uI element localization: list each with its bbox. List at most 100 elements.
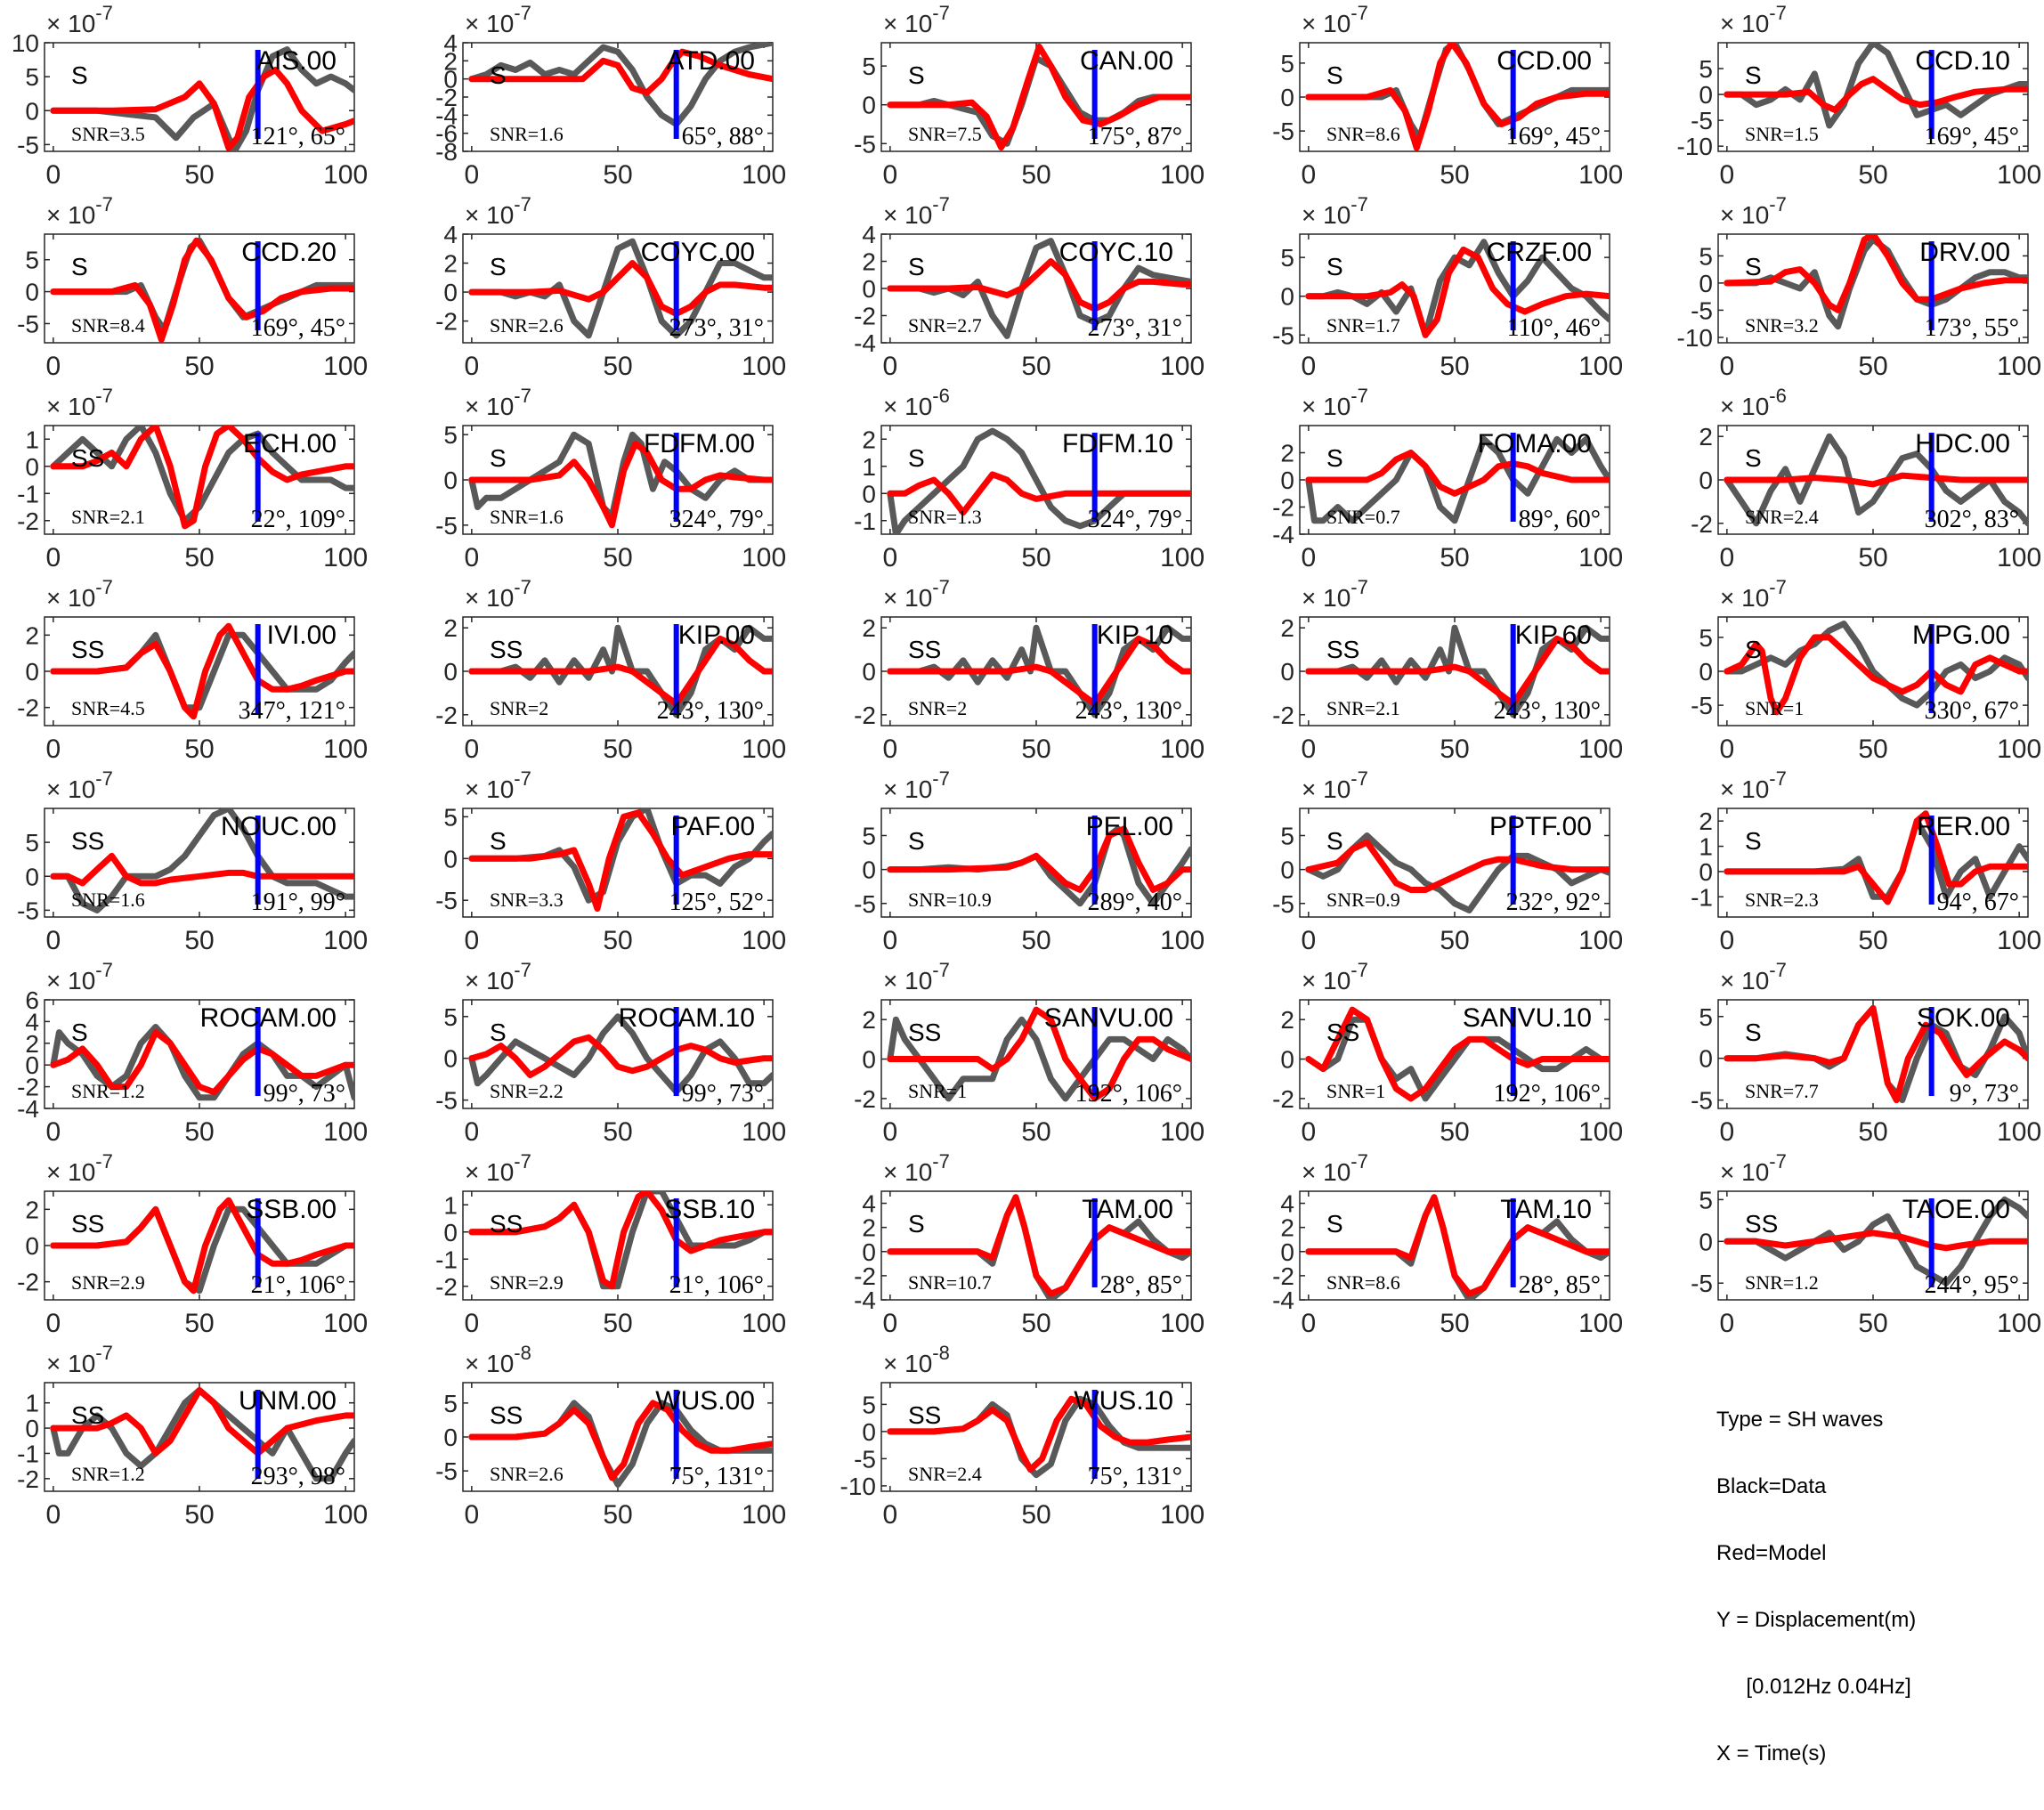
y-tick-label: 2 [1280, 1214, 1294, 1242]
azimuth-label: 9°, 73° [1950, 1080, 2019, 1108]
x-tick-label: 0 [46, 735, 61, 764]
snr-label: SNR=8.6 [1326, 123, 1400, 145]
x-tick-label: 100 [742, 735, 786, 764]
y-tick-label: -6 [435, 120, 458, 148]
model-trace [468, 260, 773, 317]
x-tick-label: 100 [1997, 1117, 2041, 1147]
snr-label: SNR=1.7 [1326, 314, 1400, 337]
azimuth-label: 99°, 73° [682, 1080, 764, 1108]
y-exponent-label: × 10-7 [46, 1342, 113, 1377]
phase-label: SS [490, 636, 523, 663]
x-tick-label: 0 [465, 1500, 480, 1524]
snr-label: SNR=1 [1745, 697, 1804, 719]
y-tick-label: 1 [25, 1390, 39, 1417]
x-tick-label: 100 [1997, 543, 2041, 572]
x-tick-label: 50 [1021, 1500, 1050, 1524]
x-tick-label: 50 [1440, 926, 1469, 955]
model-trace [1724, 472, 2028, 488]
y-tick-label: 5 [1699, 1186, 1713, 1213]
y-tick-label: 0 [25, 658, 39, 686]
phase-label: S [71, 1019, 88, 1046]
station-label: NOUC.00 [221, 812, 337, 841]
x-tick-label: 100 [323, 543, 368, 572]
y-tick-label: -5 [854, 130, 876, 158]
y-exponent-label: × 10-7 [46, 2, 113, 37]
x-tick-label: 50 [184, 543, 214, 572]
x-tick-label: 0 [883, 1309, 898, 1338]
model-trace [887, 471, 1191, 516]
y-tick-label: 2 [862, 248, 876, 276]
azimuth-label: 65°, 88° [682, 123, 764, 150]
station-label: WUS.00 [655, 1386, 755, 1416]
x-tick-label: 100 [1160, 1117, 1204, 1147]
y-tick-label: 0 [1699, 81, 1713, 109]
station-label: KIP.10 [1097, 621, 1173, 650]
x-tick-label: 100 [1997, 352, 2041, 381]
azimuth-label: 293°, 98° [251, 1463, 345, 1490]
legend-line: Red=Model [1716, 1541, 1827, 1565]
y-tick-label: -2 [854, 1085, 876, 1113]
y-tick-label: -2 [1272, 702, 1294, 729]
data-trace [1724, 1196, 2028, 1286]
y-exponent-label: × 10-7 [883, 1150, 950, 1186]
x-tick-label: 100 [1160, 735, 1204, 764]
axes-frame [44, 42, 355, 152]
phase-label: S [71, 61, 88, 89]
y-tick-label: 0 [1280, 1238, 1294, 1266]
station-label: SSB.00 [246, 1195, 337, 1224]
x-tick-label: 100 [1997, 160, 2041, 190]
y-exponent-label: × 10-7 [1302, 385, 1368, 420]
station-label: DRV.00 [1919, 238, 2010, 267]
y-exponent-label: × 10-7 [465, 1150, 531, 1186]
station-label: RER.00 [1917, 812, 2010, 841]
y-tick-label: 5 [443, 1390, 458, 1417]
phase-label: SS [908, 636, 941, 663]
y-tick-label: 0 [443, 1219, 458, 1246]
x-tick-label: 0 [46, 160, 61, 190]
model-trace [1305, 1194, 1610, 1297]
x-tick-label: 100 [1997, 1309, 2041, 1338]
station-label: PEL.00 [1086, 812, 1173, 841]
y-tick-label: 0 [443, 279, 458, 306]
x-tick-label: 0 [465, 352, 480, 381]
y-tick-label: 5 [1280, 244, 1294, 272]
model-trace [50, 1387, 354, 1457]
x-tick-label: 100 [1160, 1309, 1204, 1338]
phase-label: S [908, 61, 925, 89]
phase-label: SS [1326, 1019, 1359, 1046]
y-tick-label: -5 [17, 131, 39, 158]
phase-label: S [1326, 253, 1343, 280]
y-tick-label: 6 [25, 986, 39, 1014]
legend: Type = SH waves Black=Data Red=Model Y =… [1716, 1364, 1916, 1809]
model-trace [1305, 1006, 1610, 1102]
station-label: ATD.00 [667, 46, 755, 76]
y-exponent-label: × 10-7 [1302, 959, 1368, 994]
y-exponent-label: × 10-7 [1720, 2, 1787, 37]
x-tick-label: 0 [1302, 926, 1317, 955]
y-exponent-label: × 10-7 [1302, 576, 1368, 612]
y-tick-label: 0 [443, 1424, 458, 1451]
x-tick-label: 50 [1440, 735, 1469, 764]
y-exponent-label: × 10-7 [46, 767, 113, 803]
azimuth-label: 21°, 106° [251, 1271, 345, 1299]
y-tick-label: -5 [1691, 692, 1713, 719]
x-tick-label: 100 [1578, 352, 1623, 381]
y-tick-label: 0 [1280, 1046, 1294, 1074]
azimuth-label: 125°, 52° [669, 889, 764, 916]
y-exponent-label: × 10-7 [465, 385, 531, 420]
model-trace [468, 48, 773, 96]
snr-label: SNR=10.9 [908, 889, 992, 911]
x-tick-label: 50 [1858, 926, 1887, 955]
azimuth-label: 28°, 85° [1519, 1271, 1601, 1299]
phase-label: S [1745, 636, 1762, 663]
y-tick-label: 0 [443, 1045, 458, 1073]
snr-label: SNR=1 [1326, 1080, 1385, 1102]
y-tick-label: 2 [862, 426, 876, 453]
snr-label: SNR=1.3 [908, 506, 982, 528]
model-trace [1305, 246, 1610, 338]
